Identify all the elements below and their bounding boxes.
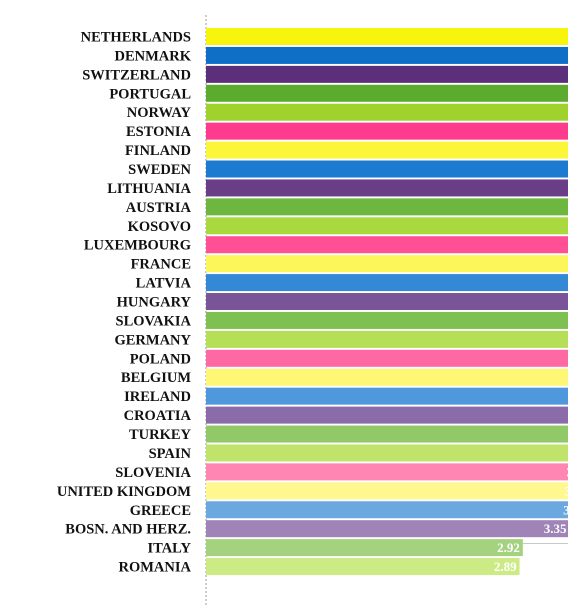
category-label: DENMARK: [114, 48, 191, 64]
bar: [206, 368, 568, 386]
category-label: ROMANIA: [119, 560, 192, 576]
bar: [206, 539, 523, 557]
value-label: 2.92: [497, 540, 520, 555]
bar: [206, 406, 568, 424]
value-label: 3.35: [544, 521, 567, 536]
bar: [206, 520, 568, 538]
bar: [206, 463, 568, 481]
bar: [206, 198, 568, 216]
category-label: UNITED KINGDOM: [57, 484, 191, 500]
category-label: FRANCE: [131, 257, 191, 273]
category-label: SWEDEN: [128, 162, 191, 178]
category-label: KOSOVO: [128, 219, 191, 235]
bar: [206, 311, 568, 329]
bar: [206, 65, 568, 83]
category-label: SLOVAKIA: [116, 313, 192, 329]
bar: [206, 425, 568, 443]
category-label: SLOVENIA: [115, 465, 191, 481]
bar: [206, 217, 568, 235]
category-label: NETHERLANDS: [81, 30, 191, 46]
category-label: LATVIA: [136, 276, 192, 292]
category-label: CROATIA: [124, 408, 192, 424]
category-label: ITALY: [147, 541, 191, 557]
bar: [206, 160, 568, 178]
category-label: GREECE: [130, 503, 191, 519]
bar: [206, 293, 568, 311]
bar: [206, 501, 568, 519]
bar: [206, 387, 568, 405]
category-label: ESTONIA: [126, 124, 192, 140]
category-label: HUNGARY: [117, 295, 192, 311]
bar: [206, 122, 568, 140]
category-label: IRELAND: [124, 389, 191, 405]
bar: [206, 444, 568, 462]
bar: [206, 28, 568, 45]
category-label: AUSTRIA: [126, 200, 192, 216]
bar: [206, 103, 568, 121]
category-label: LITHUANIA: [107, 181, 191, 197]
value-labels-group: 4.824.494.454.434.434.394.254.254.194.12…: [494, 464, 568, 574]
bars-group: [206, 28, 568, 576]
category-label: TURKEY: [129, 427, 192, 443]
value-label: 3.53: [563, 502, 568, 517]
bar: [206, 274, 568, 292]
bar: [206, 84, 568, 102]
category-label: GERMANY: [114, 332, 191, 348]
category-label: BOSN. AND HERZ.: [65, 522, 191, 538]
bar: [206, 482, 568, 500]
category-label: PORTUGAL: [109, 86, 191, 102]
bar: [206, 179, 568, 197]
bar: [206, 330, 568, 348]
bar: [206, 236, 568, 254]
value-label: 3.56: [567, 464, 568, 479]
value-label: 3.54: [564, 483, 568, 498]
category-label: LUXEMBOURG: [84, 238, 191, 254]
category-label: POLAND: [130, 351, 191, 367]
category-label: SPAIN: [149, 446, 192, 462]
value-label: 2.89: [494, 559, 517, 574]
category-label: FINLAND: [125, 143, 191, 159]
bar: [206, 141, 568, 159]
bar: [206, 46, 568, 64]
category-label: NORWAY: [127, 105, 192, 121]
category-label: BELGIUM: [121, 370, 191, 386]
bar: [206, 558, 520, 576]
bar: [206, 255, 568, 273]
category-label: SWITZERLAND: [82, 67, 191, 83]
category-labels-group: NETHERLANDS DENMARK SWITZERLAND PORTUGAL NOR…: [57, 30, 192, 576]
bar: [206, 349, 568, 367]
